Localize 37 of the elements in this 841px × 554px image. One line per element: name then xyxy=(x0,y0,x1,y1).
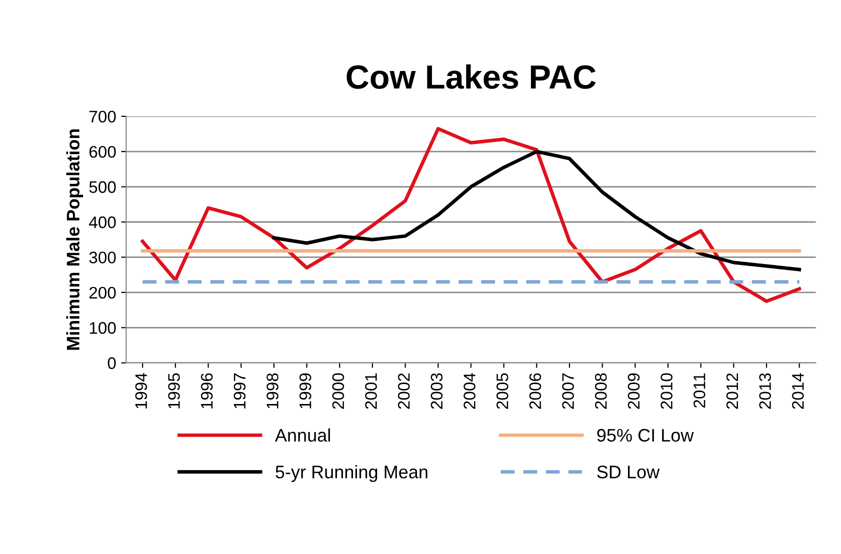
x-tick-label: 2011 xyxy=(694,373,706,408)
x-tick-label: 2007 xyxy=(562,373,574,409)
y-axis-title: Minimum Male Population xyxy=(66,129,84,350)
x-tick-label: 2010 xyxy=(660,373,672,409)
x-tick-label: 1995 xyxy=(168,373,180,408)
x-tick-label: 1997 xyxy=(234,373,246,408)
y-tick-label: 600 xyxy=(89,146,116,158)
x-tick-label: 2000 xyxy=(332,373,344,409)
legend-label: SD Low xyxy=(597,466,660,478)
x-tick-label: 2003 xyxy=(430,373,443,409)
x-tick-label: 2006 xyxy=(529,373,542,409)
x-tick-label: 1999 xyxy=(299,373,312,408)
legend-label: Annual xyxy=(274,428,330,442)
legend-label: 5-yr Running Mean xyxy=(276,465,428,482)
x-tick-label: 1998 xyxy=(266,373,278,408)
x-tick-label: 1994 xyxy=(135,373,148,408)
x-tick-label: 2013 xyxy=(759,373,771,409)
x-tick-label: 2004 xyxy=(464,373,476,409)
x-tick-label: 2002 xyxy=(398,373,410,409)
x-tick-label: 2008 xyxy=(594,373,607,409)
y-tick-label: 300 xyxy=(89,252,116,264)
y-tick-label: 100 xyxy=(90,322,116,334)
line-series xyxy=(272,150,802,272)
x-tick-label: 2001 xyxy=(365,373,377,409)
y-tick-label: 0 xyxy=(108,357,116,370)
x-tick-label: 2005 xyxy=(496,373,508,409)
legend-label: 95% CI Low xyxy=(597,428,694,442)
line-series xyxy=(140,126,802,303)
x-tick-label: 2012 xyxy=(726,373,738,409)
x-tick-label: 2014 xyxy=(792,373,804,409)
chart-title: Cow Lakes PAC xyxy=(346,64,596,89)
y-tick-label: 700 xyxy=(89,110,116,123)
y-tick-label: 400 xyxy=(89,216,116,228)
y-tick-label: 500 xyxy=(89,181,116,193)
x-tick-label: 1996 xyxy=(200,373,213,408)
x-tick-label: 2009 xyxy=(628,373,640,409)
y-tick-label: 200 xyxy=(89,286,116,299)
